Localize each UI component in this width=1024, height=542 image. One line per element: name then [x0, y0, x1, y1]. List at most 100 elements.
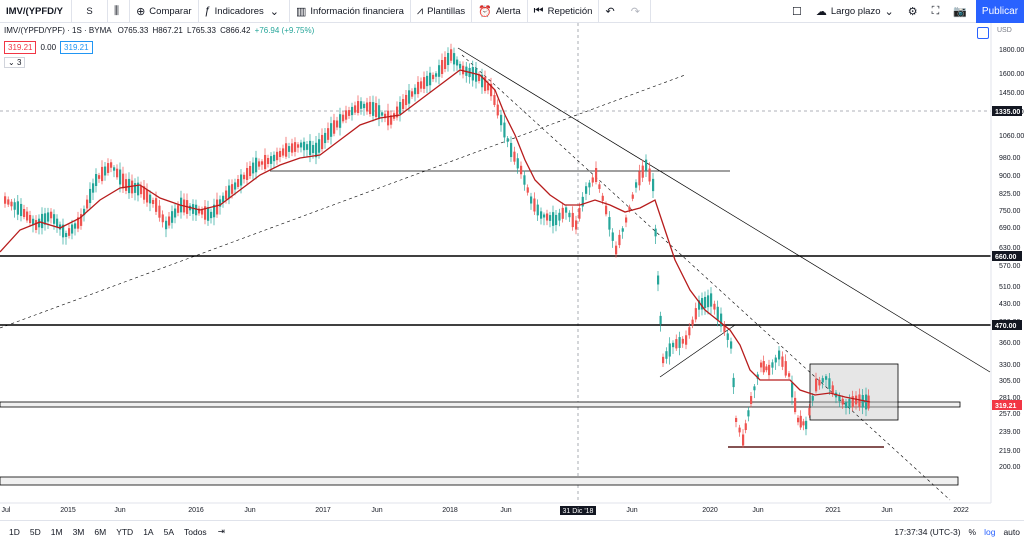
candle-body	[459, 63, 462, 69]
candle-body	[453, 53, 456, 65]
candle-body	[294, 142, 297, 152]
compare-button[interactable]: ⊕ Comparar	[130, 0, 199, 23]
object-tree-icon[interactable]	[977, 27, 989, 39]
candle-body	[411, 91, 414, 97]
templates-button[interactable]: ⩘ Plantillas	[411, 0, 473, 23]
candle-body	[730, 341, 733, 349]
candle-body	[405, 94, 408, 106]
candle-body	[691, 319, 694, 326]
indicators-button[interactable]: ƒ Indicadores ⌄	[199, 0, 291, 23]
layout-name-button[interactable]: ☁ Largo plazo ⌄	[815, 6, 894, 18]
settings-button[interactable]: ⚙	[903, 0, 927, 23]
chart-legend: IMV/(YPFD/YPF) · 1S · BYMA O765.33 H867.…	[4, 26, 316, 35]
cursor-time-tag	[560, 506, 596, 515]
time-tick-label: 2017	[315, 507, 331, 514]
candle-body	[303, 141, 306, 151]
log-toggle[interactable]: log	[984, 527, 996, 537]
candle-body	[50, 211, 53, 219]
candle-body	[122, 173, 125, 189]
price-tick-label: 360.00	[999, 340, 1021, 347]
candle-body	[35, 220, 38, 230]
range-button[interactable]: 3M	[72, 526, 85, 537]
percent-toggle[interactable]: %	[968, 527, 977, 537]
goto-date-icon[interactable]: ⇥	[217, 526, 225, 536]
price-tick-label: 219.00	[999, 448, 1021, 455]
interval-selector[interactable]: S	[72, 0, 109, 23]
range-button[interactable]: 5D	[29, 526, 41, 537]
undo-icon: ↶	[605, 5, 615, 18]
candle-body	[348, 110, 351, 116]
candle-body	[83, 208, 86, 216]
range-button[interactable]: 5A	[163, 526, 174, 537]
candle-body	[478, 74, 481, 82]
publish-button[interactable]: Publicar	[976, 0, 1024, 23]
alarm-clock-icon: ⏰	[478, 5, 492, 18]
candle-body	[771, 362, 774, 368]
candle-body	[339, 114, 342, 128]
candle-body	[558, 212, 561, 221]
range-button[interactable]: 6M	[94, 526, 107, 537]
price-tick-label: 900.00	[999, 173, 1021, 180]
auto-toggle[interactable]: auto	[1003, 527, 1020, 537]
layout-select-checkbox[interactable]: ☐	[787, 0, 811, 23]
candle-body	[237, 179, 240, 187]
candle-body	[146, 189, 149, 203]
candle-body	[838, 395, 841, 402]
candle-body	[662, 356, 665, 364]
range-button[interactable]: 1M	[50, 526, 63, 537]
price-tag	[992, 320, 1022, 330]
financials-button[interactable]: ▥ Información financiera	[290, 0, 411, 23]
candle-body	[222, 195, 225, 203]
candle-body	[432, 74, 435, 80]
candle-body	[107, 163, 110, 173]
function-icon: ƒ	[204, 5, 211, 17]
sell-button[interactable]: 319.21	[4, 41, 37, 54]
redo-button[interactable]: ↷	[625, 0, 651, 23]
candle-body	[20, 203, 23, 217]
candle-body	[366, 102, 369, 112]
snapshot-button[interactable]: 📷	[948, 0, 976, 23]
candle-body	[818, 379, 821, 386]
candle-body	[351, 106, 354, 116]
candle-body	[192, 204, 195, 214]
candle-body	[234, 182, 237, 190]
candle-body	[756, 374, 759, 379]
candle-body	[41, 213, 44, 229]
price-tick-label: 1800.00	[999, 47, 1024, 54]
zone-rect	[0, 401, 961, 408]
buy-button[interactable]: 319.21	[60, 41, 93, 54]
candle-body	[815, 378, 818, 392]
candle-body	[526, 187, 529, 193]
candle-body	[333, 120, 336, 134]
alert-button[interactable]: ⏰ Alerta	[472, 0, 528, 23]
symbol-search[interactable]: IMV/(YPFD/Y	[0, 0, 73, 23]
candle-body	[246, 168, 249, 180]
candle-body	[732, 377, 735, 388]
candle-body	[601, 195, 604, 201]
candle-body	[354, 105, 357, 113]
candle-body	[598, 184, 601, 189]
price-tag	[992, 400, 1022, 410]
candle-body	[174, 208, 177, 218]
range-button[interactable]: 1A	[143, 526, 154, 537]
candle-body	[726, 333, 729, 340]
price-chart[interactable]: 1800.001600.001450.001180.001060.00980.0…	[0, 23, 1024, 520]
time-tick-label: 2015	[60, 507, 76, 514]
range-button[interactable]: 1D	[9, 526, 20, 537]
undo-button[interactable]: ↶	[599, 0, 624, 23]
range-button[interactable]: Todos	[184, 526, 207, 537]
range-button[interactable]: YTD	[116, 526, 134, 537]
candle-body	[858, 394, 861, 407]
candle-body	[101, 166, 104, 182]
candle-body	[56, 218, 59, 228]
spread-value: 0.00	[40, 43, 57, 52]
indicators-collapse-button[interactable]: ⌄ 3	[4, 57, 26, 68]
replay-button[interactable]: ⏮ Repetición	[528, 0, 600, 23]
fullscreen-button[interactable]: ⛶	[927, 0, 949, 23]
candle-body	[565, 207, 568, 213]
candle-body	[195, 204, 198, 216]
candle-body	[77, 217, 80, 229]
down-trendline	[457, 47, 991, 373]
candle-style-button[interactable]: ⫼	[108, 0, 131, 23]
candle-body	[855, 395, 858, 405]
